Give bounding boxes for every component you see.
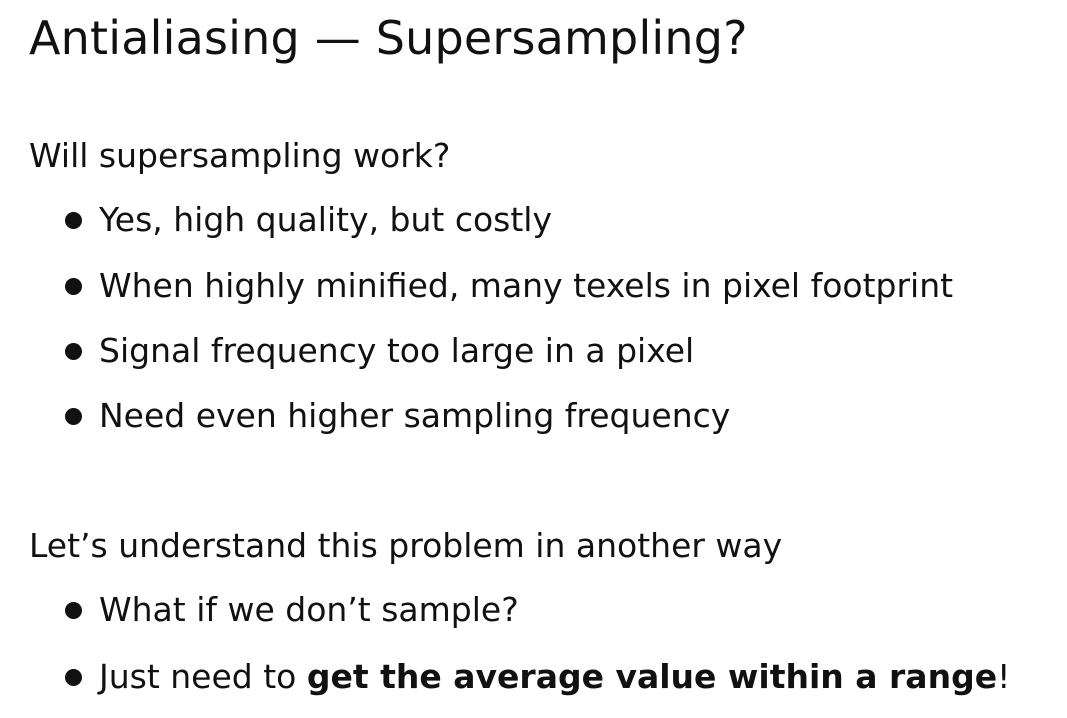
bullet-item: When highly minified, many texels in pix… xyxy=(65,264,953,308)
section-heading-another-way: Let’s understand this problem in another… xyxy=(29,526,783,565)
slide-title: Antialiasing — Supersampling? xyxy=(29,11,748,65)
bullet-text: When highly minified, many texels in pix… xyxy=(99,266,954,305)
bullet-text-suffix: ! xyxy=(997,657,1011,696)
bullet-dot-icon xyxy=(65,668,82,686)
bullet-dot-icon xyxy=(65,277,82,295)
bullet-dot-icon xyxy=(65,342,82,360)
bullet-item: Just need to get the average value withi… xyxy=(65,655,1010,699)
bullet-text-emphasis: get the average value within a range xyxy=(306,657,998,696)
bullet-item: Need even higher sampling frequency xyxy=(65,394,730,438)
bullet-text: What if we don’t sample? xyxy=(99,590,519,629)
bullet-dot-icon xyxy=(65,211,82,229)
bullet-item: What if we don’t sample? xyxy=(65,588,519,632)
bullet-text: Yes, high quality, but costly xyxy=(99,200,553,239)
bullet-item: Signal frequency too large in a pixel xyxy=(65,329,694,373)
bullet-text: Signal frequency too large in a pixel xyxy=(99,331,695,370)
bullet-text: Need even higher sampling frequency xyxy=(99,396,731,435)
bullet-item: Yes, high quality, but costly xyxy=(65,198,552,242)
section-heading-supersampling: Will supersampling work? xyxy=(29,136,451,175)
bullet-text-prefix: Just need to xyxy=(99,657,307,696)
bullet-dot-icon xyxy=(65,407,82,425)
bullet-dot-icon xyxy=(65,601,82,619)
